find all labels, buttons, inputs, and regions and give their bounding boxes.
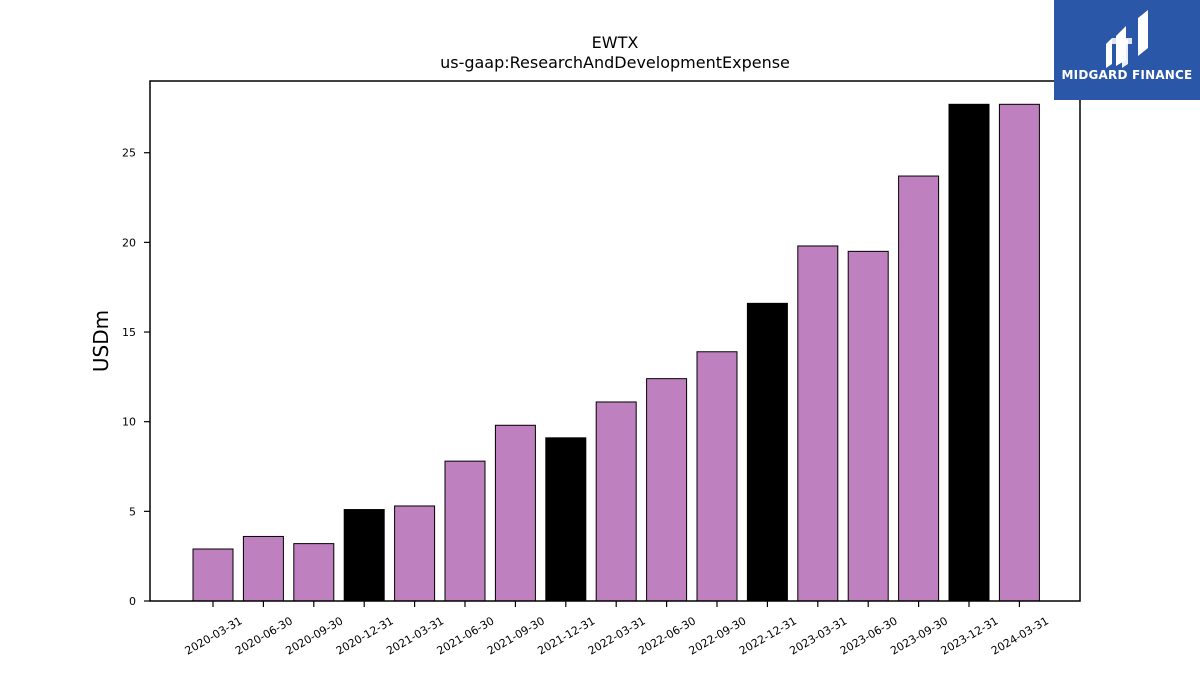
- x-tick-label: 2024-03-31: [989, 614, 1051, 657]
- y-tick-label: 0: [129, 595, 136, 608]
- y-axis-label: USDm: [89, 310, 113, 372]
- y-ticks-group: 0 5 10 15 20 25: [122, 147, 150, 608]
- bar-2023-06-30: [847, 250, 889, 602]
- bar-2020-06-30: [242, 535, 284, 602]
- y-tick-label: 5: [129, 505, 136, 518]
- y-tick-label: 10: [122, 416, 136, 429]
- bar-2021-03-31: [394, 505, 436, 602]
- bar-2021-09-30: [494, 424, 536, 602]
- bar-2023-09-30: [898, 175, 940, 602]
- bar-2020-09-30: [293, 543, 335, 602]
- midgard-finance-logo: MIDGARD FINANCE: [1054, 0, 1200, 100]
- bar-2022-03-31: [595, 401, 637, 602]
- y-tick-label: 15: [122, 326, 136, 339]
- midgard-logo-icon: [1106, 10, 1148, 68]
- plot-frame: [149, 80, 1081, 602]
- bar-2022-09-30: [696, 351, 738, 602]
- y-tick-label: 25: [122, 147, 136, 160]
- axes-group: [149, 80, 1081, 602]
- chart-title: EWTX: [592, 33, 639, 52]
- bar-2021-06-30: [444, 460, 486, 602]
- bar-2020-03-31: [192, 548, 234, 602]
- bars-group: [192, 103, 1040, 602]
- bar-2021-12-31: [545, 437, 587, 602]
- bar-2023-03-31: [797, 245, 839, 602]
- chart-subtitle: us-gaap:ResearchAndDevelopmentExpense: [440, 53, 790, 72]
- y-tick-label: 20: [122, 236, 136, 249]
- bar-2024-03-31: [998, 103, 1040, 602]
- x-ticks-group: 2020-03-312020-06-302020-09-302020-12-31…: [183, 601, 1051, 658]
- bar-2020-12-31: [343, 509, 385, 602]
- bar-2022-06-30: [646, 378, 688, 602]
- logo-text: MIDGARD FINANCE: [1061, 68, 1193, 82]
- bar-2023-12-31: [948, 103, 990, 602]
- bar-2022-12-31: [746, 302, 788, 602]
